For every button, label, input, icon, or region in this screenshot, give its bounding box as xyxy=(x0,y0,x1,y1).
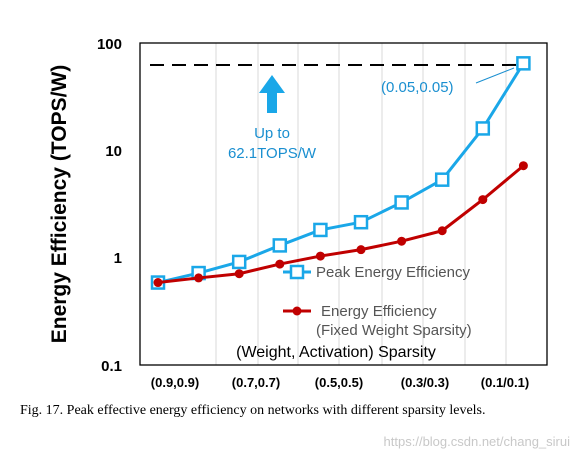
y-tick-10: 10 xyxy=(105,143,122,160)
energy-efficiency-chart: 100 10 1 0.1 (0.9,0.9) (0.7,0.7) (0.5,0.… xyxy=(48,36,548,390)
up-arrow-icon xyxy=(259,75,285,113)
fixed-point-7 xyxy=(437,226,447,236)
x-tick-label-1: (0.7,0.7) xyxy=(232,375,280,390)
y-axis-label: Energy Efficiency (TOPS/W) xyxy=(48,65,71,344)
fixed-point-3 xyxy=(275,259,285,269)
legend-fixed-marker xyxy=(292,306,302,316)
y-tick-100: 100 xyxy=(97,36,122,53)
x-tick-label-3: (0.3/0.3) xyxy=(401,375,449,390)
peak-point-8 xyxy=(475,121,491,136)
fixed-point-4 xyxy=(315,251,325,261)
legend-fixed-label-line2: (Fixed Weight Sparsity) xyxy=(316,322,472,339)
peak-point-2 xyxy=(231,254,247,270)
grid-lines xyxy=(215,43,507,365)
peak-point-3 xyxy=(272,238,288,253)
legend-fixed-label: Energy Efficiency xyxy=(321,303,437,320)
watermark: https://blog.csdn.net/chang_sirui xyxy=(383,434,570,449)
y-tick-0-1: 0.1 xyxy=(101,358,122,375)
legend-peak-marker xyxy=(289,264,305,280)
legend: Peak Energy Efficiency Energy Efficiency… xyxy=(283,264,472,339)
fixed-point-9 xyxy=(518,161,528,171)
point-annotation-label: (0.05,0.05) xyxy=(381,79,454,96)
peak-point-7 xyxy=(434,172,450,187)
peak-point-6 xyxy=(394,195,409,210)
series-energy-efficiency-fixed xyxy=(153,161,528,288)
fixed-point-2 xyxy=(234,269,244,279)
figure-caption: Fig. 17. Peak effective energy efficienc… xyxy=(20,403,486,418)
x-tick-label-2: (0.5,0.5) xyxy=(315,375,363,390)
peak-line xyxy=(157,62,525,285)
plot-frame xyxy=(139,42,548,366)
up-label-line1: Up to xyxy=(254,125,290,142)
fixed-point-1 xyxy=(194,273,204,283)
peak-point-4 xyxy=(313,222,328,238)
peak-point-5 xyxy=(353,214,369,230)
point-annotation-leader xyxy=(475,67,515,84)
peak-point-9 xyxy=(516,56,531,71)
x-tick-label-4: (0.1/0.1) xyxy=(481,375,529,390)
x-tick-label-0: (0.9,0.9) xyxy=(151,375,199,390)
legend-peak-label: Peak Energy Efficiency xyxy=(316,264,470,281)
y-tick-1: 1 xyxy=(114,250,122,267)
up-label-line2: 62.1TOPS/W xyxy=(228,145,317,162)
fixed-point-6 xyxy=(397,236,407,246)
fixed-point-0 xyxy=(153,278,163,288)
fixed-point-5 xyxy=(356,245,366,255)
fixed-point-8 xyxy=(478,195,488,205)
x-axis-label: (Weight, Activation) Sparsity xyxy=(236,344,436,361)
fixed-line xyxy=(157,164,525,285)
